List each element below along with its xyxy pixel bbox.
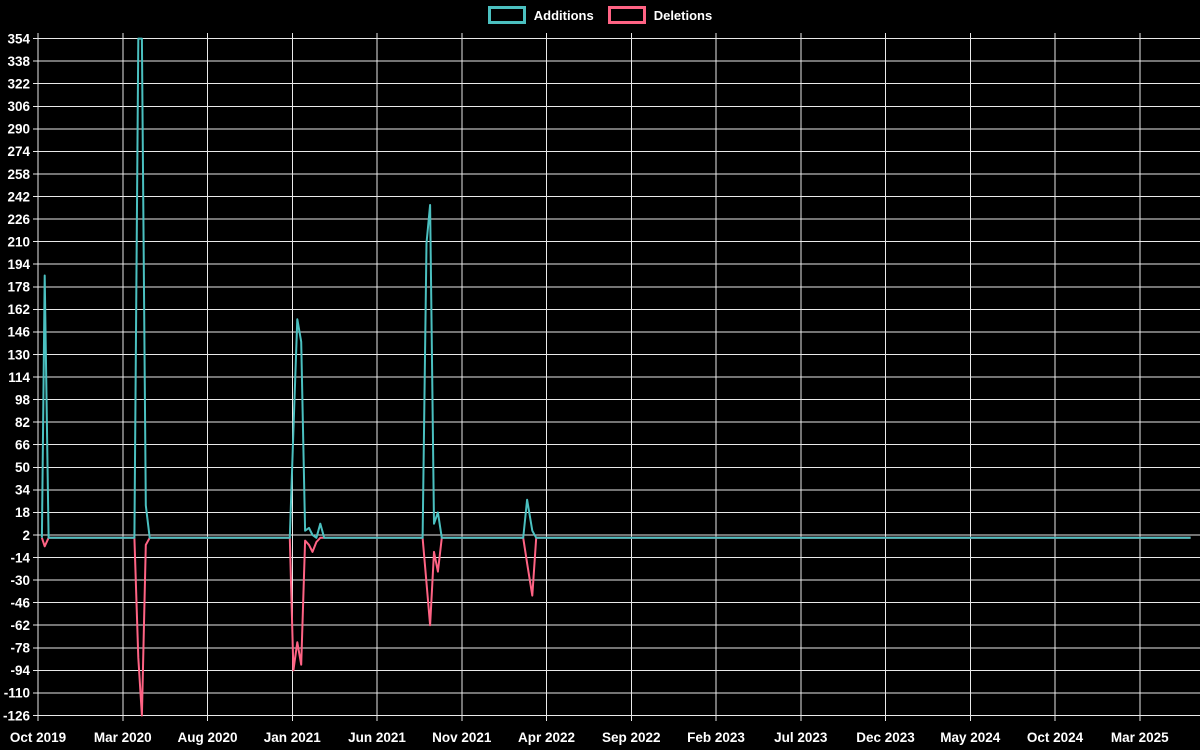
x-tick-label: Apr 2022 [518, 730, 575, 745]
x-tick-label: Jan 2021 [264, 730, 322, 745]
y-tick-label: -110 [4, 686, 30, 701]
y-tick-label: 162 [7, 302, 30, 317]
legend-label-deletions: Deletions [653, 7, 713, 23]
y-tick-label: -94 [10, 663, 30, 678]
x-axis-tick-labels: Oct 2019 Mar 2020 Aug 2020 Jan 2021 Jun 2021… [10, 730, 1169, 745]
y-tick-label: 34 [15, 483, 31, 498]
additions-line [40, 37, 1191, 539]
y-tick-label: 306 [7, 99, 30, 114]
deletions-swatch-icon [607, 6, 646, 24]
y-tick-label: 18 [15, 505, 31, 520]
y-tick-label: 130 [7, 347, 30, 362]
y-axis-tick-labels: 354 338 322 306 290 274 258 242 226 210 194 178 162 1… [3, 31, 31, 723]
y-tick-label: 210 [7, 234, 30, 249]
legend-label-additions: Additions [533, 7, 594, 23]
chart-legend: Additions Deletions [0, 6, 1200, 24]
vertical-gridlines [37, 33, 1141, 721]
y-tick-label: 338 [7, 54, 30, 69]
y-tick-label: -14 [10, 550, 30, 565]
y-tick-label: 290 [7, 122, 30, 137]
y-tick-label: 2 [22, 528, 30, 543]
y-tick-label: 242 [7, 189, 30, 204]
y-tick-label: 226 [7, 212, 30, 227]
x-tick-label: Aug 2020 [177, 730, 237, 745]
y-tick-label: 258 [7, 167, 30, 182]
y-tick-label: 322 [7, 77, 30, 92]
x-tick-label: Oct 2024 [1027, 730, 1084, 745]
y-tick-label: 66 [15, 438, 31, 453]
y-tick-label: -78 [10, 641, 30, 656]
deletions-line [40, 536, 1191, 717]
x-tick-label: Mar 2020 [94, 730, 152, 745]
x-tick-label: Feb 2023 [687, 730, 745, 745]
y-tick-label: 194 [7, 257, 30, 272]
legend-item-deletions[interactable]: Deletions [607, 6, 713, 24]
y-tick-label: 274 [7, 144, 30, 159]
y-tick-label: -30 [10, 573, 30, 588]
x-tick-label: Mar 2025 [1111, 730, 1169, 745]
x-tick-label: Sep 2022 [602, 730, 661, 745]
y-tick-label: 114 [8, 370, 30, 385]
y-tick-label: 178 [7, 280, 30, 295]
horizontal-gridlines [33, 38, 1200, 716]
additions-swatch-icon [487, 6, 526, 24]
x-tick-label: Jul 2023 [774, 730, 828, 745]
data-series [40, 37, 1191, 717]
y-tick-label: 98 [15, 392, 31, 407]
x-tick-label: Oct 2019 [10, 730, 66, 745]
x-tick-label: Jun 2021 [348, 730, 406, 745]
y-tick-label: 146 [7, 325, 30, 340]
y-tick-label: 50 [15, 460, 30, 475]
y-tick-label: -126 [3, 708, 31, 723]
x-tick-label: Nov 2021 [432, 730, 492, 745]
y-tick-label: -46 [10, 595, 30, 610]
x-tick-label: May 2024 [940, 730, 1001, 745]
y-tick-label: 354 [7, 31, 30, 46]
y-tick-label: -62 [10, 618, 30, 633]
y-tick-label: 82 [15, 415, 30, 430]
x-tick-label: Dec 2023 [856, 730, 915, 745]
legend-item-additions[interactable]: Additions [487, 6, 594, 24]
